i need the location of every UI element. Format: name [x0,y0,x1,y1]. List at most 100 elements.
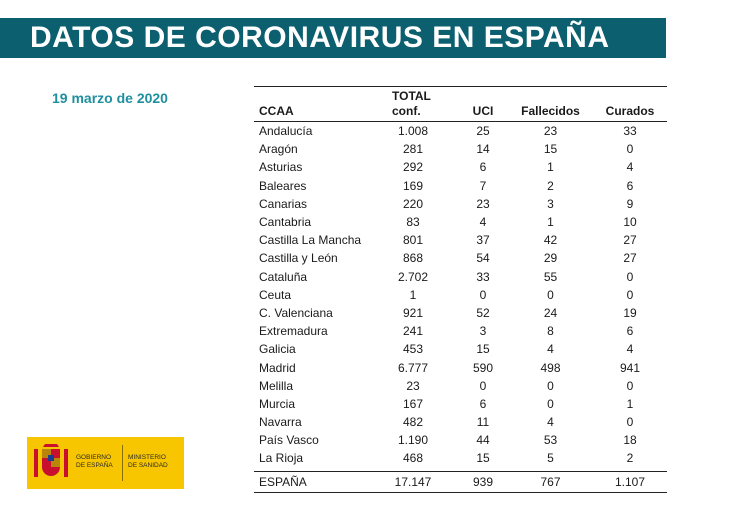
uci-cases: 15 [476,342,490,357]
header-fallecidos: Fallecidos [508,87,593,122]
table-row: Melilla 23 0 0 0 [254,377,667,395]
uci-cases: 3 [479,324,487,339]
uci-cases: 4 [479,215,487,230]
uci-cases: 6 [479,396,487,411]
total-confirmed: 17.147 [368,470,458,493]
region-name: Asturias [259,160,303,175]
gobierno-logo: GOBIERNO DE ESPAÑA MINISTERIO DE SANIDAD [27,437,184,489]
fallecidos-count: 4 [547,342,554,357]
curados-count: 33 [623,124,637,139]
uci-cases: 44 [476,433,490,448]
region-name: C. Valenciana [259,305,333,320]
table-row: Aragón 281 14 15 0 [254,140,667,158]
region-name: Castilla La Mancha [259,233,362,248]
table-row: Madrid 6.777 590 498 941 [254,358,667,376]
region-name: País Vasco [259,433,319,448]
uci-cases: 37 [476,233,490,248]
coat-of-arms-icon [34,444,68,477]
header-total-conf: TOTAL conf. [368,87,458,122]
table-row: Cataluña 2.702 33 55 0 [254,268,667,286]
data-table-container: CCAA TOTAL conf. UCI Fallecidos Curados … [254,86,667,493]
confirmed-cases: 921 [402,305,424,320]
curados-count: 6 [626,178,634,193]
uci-cases: 590 [472,360,494,375]
table-row: Galicia 453 15 4 4 [254,340,667,358]
confirmed-cases: 868 [402,251,424,266]
uci-cases: 6 [479,160,487,175]
confirmed-cases: 292 [402,160,424,175]
total-curados: 1.107 [593,470,667,493]
curados-count: 0 [626,269,634,284]
confirmed-cases: 281 [402,142,424,157]
region-name: Extremadura [259,324,328,339]
logo-divider [122,445,123,481]
logo-ministerio-text: MINISTERIO DE SANIDAD [128,454,168,470]
header-uci: UCI [458,87,508,122]
curados-count: 19 [623,305,637,320]
confirmed-cases: 1.008 [397,124,429,139]
table-row: Cantabria 83 4 1 10 [254,213,667,231]
total-fallecidos: 767 [508,470,593,493]
confirmed-cases: 2.702 [397,269,429,284]
fallecidos-count: 24 [543,305,558,320]
confirmed-cases: 83 [406,215,420,230]
region-name: Baleares [259,178,307,193]
curados-count: 0 [626,415,634,430]
curados-count: 941 [619,360,641,375]
table-row: Castilla y León 868 54 29 27 [254,249,667,267]
fallecidos-count: 23 [543,124,558,139]
curados-count: 2 [626,451,634,466]
uci-cases: 33 [476,269,490,284]
fallecidos-count: 5 [547,451,554,466]
table-row: C. Valenciana 921 52 24 19 [254,304,667,322]
fallecidos-count: 0 [547,396,554,411]
table-row: Murcia 167 6 0 1 [254,395,667,413]
uci-cases: 0 [479,378,487,393]
table-body: Andalucía 1.008 25 23 33 Aragón 281 14 15 0 Asturi… [254,122,667,468]
total-row: ESPAÑA 17.147 939 767 1.107 [254,470,667,493]
confirmed-cases: 220 [402,196,424,211]
region-name: Castilla y León [259,251,338,266]
uci-cases: 11 [476,415,490,430]
uci-cases: 52 [476,305,490,320]
curados-count: 0 [626,378,634,393]
confirmed-cases: 1.190 [397,433,429,448]
header-curados: Curados [593,87,667,122]
confirmed-cases: 1 [409,287,417,302]
confirmed-cases: 482 [402,415,424,430]
coronavirus-data-table: CCAA TOTAL conf. UCI Fallecidos Curados … [254,86,667,493]
logo-right-line1: MINISTERIO [128,454,166,461]
table-row: Castilla La Mancha 801 37 42 27 [254,231,667,249]
fallecidos-count: 53 [543,433,558,448]
fallecidos-count: 15 [543,142,558,157]
table-row: Ceuta 1 0 0 0 [254,286,667,304]
confirmed-cases: 468 [402,451,424,466]
fallecidos-count: 42 [543,233,558,248]
region-name: La Rioja [259,451,304,466]
table-row: País Vasco 1.190 44 53 18 [254,431,667,449]
fallecidos-count: 3 [547,196,554,211]
curados-count: 0 [626,287,634,302]
fallecidos-count: 4 [547,415,554,430]
title-banner: DATOS DE CORONAVIRUS EN ESPAÑA [0,18,666,58]
uci-cases: 7 [479,178,487,193]
confirmed-cases: 241 [402,324,424,339]
fallecidos-count: 498 [540,360,561,375]
table-row: Baleares 169 7 2 6 [254,177,667,195]
region-name: Ceuta [259,287,292,302]
table-row: Canarias 220 23 3 9 [254,195,667,213]
curados-count: 6 [626,324,634,339]
region-name: Aragón [259,142,298,157]
uci-cases: 54 [476,251,490,266]
region-name: Melilla [259,378,294,393]
uci-cases: 15 [476,451,490,466]
region-name: Cataluña [259,269,308,284]
table-row: Navarra 482 11 4 0 [254,413,667,431]
fallecidos-count: 8 [547,324,554,339]
region-name: Canarias [259,196,308,211]
fallecidos-count: 2 [547,178,554,193]
total-label: ESPAÑA [254,470,368,493]
table-header-row: CCAA TOTAL conf. UCI Fallecidos Curados [254,87,667,122]
region-name: Andalucía [259,124,313,139]
header-total-line1: TOTAL [392,89,431,103]
